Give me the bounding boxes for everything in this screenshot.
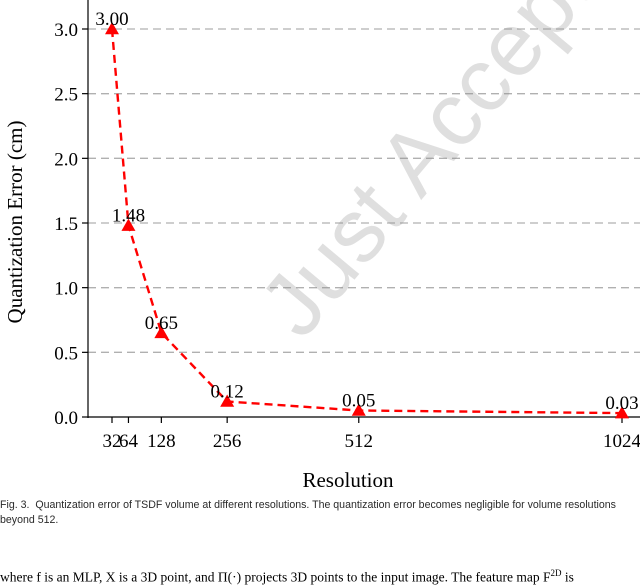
- y-ticks: 0.0 0.5 1.0 1.5 2.0 2.5 3.0: [54, 20, 88, 429]
- figure-caption: Fig. 3. Quantization error of TSDF volum…: [0, 498, 640, 528]
- caption-text: Quantization error of TSDF volume at dif…: [0, 499, 616, 526]
- series-line: [112, 29, 622, 413]
- caption-label: Fig. 3.: [0, 499, 29, 511]
- x-tick-label: 128: [147, 431, 176, 452]
- data-point-label: 3.00: [95, 9, 128, 30]
- y-tick-label: 2.5: [54, 85, 78, 106]
- body-text: where f is an MLP, X is a 3D point, and …: [0, 570, 551, 585]
- body-text-tail: is: [562, 570, 574, 585]
- x-tick-label: 512: [345, 431, 374, 452]
- data-point-label: 1.48: [112, 206, 145, 227]
- x-axis-title: Resolution: [302, 468, 394, 492]
- series-markers: [105, 22, 629, 418]
- data-point-label: 0.05: [342, 391, 375, 412]
- x-tick-label: 256: [213, 431, 242, 452]
- y-tick-label: 1.5: [54, 214, 78, 235]
- x-tick-label: 64: [119, 431, 139, 452]
- grid-lines: [88, 29, 640, 352]
- data-point-label: 0.12: [211, 381, 244, 402]
- body-paragraph: where f is an MLP, X is a 3D point, and …: [0, 568, 640, 586]
- data-point-label: 0.65: [145, 313, 178, 334]
- y-tick-label: 3.0: [54, 20, 78, 41]
- axes: [88, 0, 640, 418]
- x-tick-label: 1024: [603, 431, 640, 452]
- y-tick-label: 0.0: [54, 408, 78, 429]
- body-text-superscript: 2D: [551, 568, 562, 578]
- y-axis-title: Quantization Error (cm): [3, 121, 27, 324]
- y-tick-label: 1.0: [54, 279, 78, 300]
- data-labels: 3.00 1.48 0.65 0.12 0.05 0.03: [95, 9, 638, 414]
- y-tick-label: 0.5: [54, 343, 78, 364]
- y-tick-label: 2.0: [54, 149, 78, 170]
- data-point-label: 0.03: [605, 393, 638, 414]
